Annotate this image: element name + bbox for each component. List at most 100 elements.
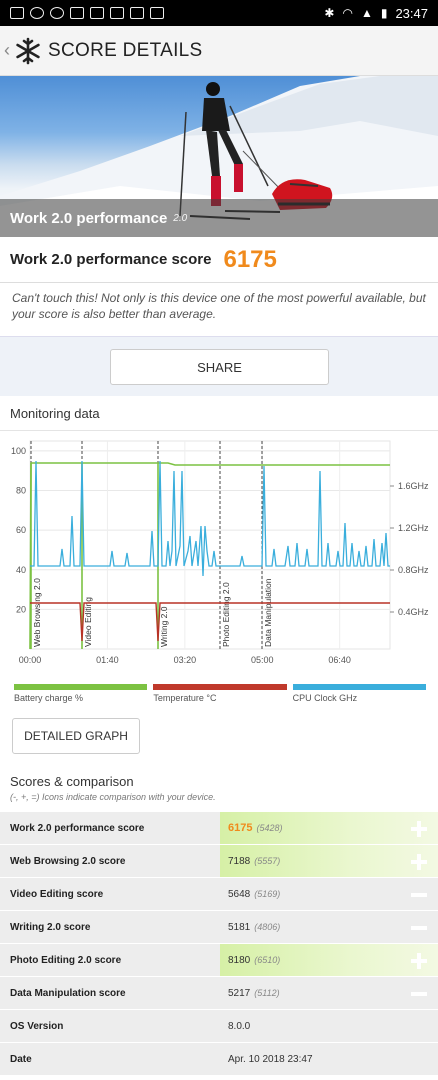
hero-banner: Work 2.0 performance 2.0 [0,76,438,237]
score-row: Date Apr. 10 2018 23:47 [0,1043,438,1076]
score-value: 6175 [223,245,277,273]
phase-marker-label: Data Manipulation [263,578,273,647]
score-row-value-cell: 8180 (6510) [220,944,438,976]
y-right-tick-label: 1.2GHz [398,523,429,533]
snowflake-logo-icon[interactable] [14,37,42,65]
chart-legend: Battery charge % Temperature °C CPU Cloc… [14,684,426,703]
score-row-average: (5112) [254,988,280,998]
legend-temperature-label: Temperature °C [153,693,217,703]
share-band: SHARE [0,336,438,396]
share-button[interactable]: SHARE [110,349,329,385]
hero-version: 2.0 [173,212,188,224]
battery-icon: ▮ [380,6,388,20]
phase-marker-label: Web Browsing 2.0 [32,578,42,647]
status-time: 23:47 [395,5,428,21]
image-notification-icon [10,7,24,19]
score-row-value: 5181 [228,921,251,933]
monitoring-chart-svg: 20 40 60 80 100 0.4GHz 0.8GHz 1.2GHz 1.6GHz 00:00… [11,440,429,665]
plot-area [29,440,391,650]
monitoring-title: Monitoring data [0,397,438,431]
score-row: Web Browsing 2.0 score 7188 (5557) [0,845,438,878]
bluetooth-icon: ✱ [324,6,335,20]
legend-cpu: CPU Clock GHz [292,684,426,703]
phase-marker-label: Writing 2.0 [159,606,169,647]
youtube-notification-icon [130,7,144,19]
legend-battery: Battery charge % [14,684,148,703]
score-row-value: 8.0.0 [228,1020,251,1032]
phase-marker-label: Photo Editing 2.0 [221,582,231,647]
y-left-tick-label: 40 [16,565,26,575]
score-row-value-cell: 5648 (5169) [220,878,438,910]
score-row-value: 6175 [228,822,253,834]
y-right-tick-label: 0.4GHz [398,607,429,617]
score-row: OS Version 8.0.0 [0,1010,438,1043]
hero-caption: Work 2.0 performance 2.0 [0,199,438,237]
score-row-value-cell: 5217 (5112) [220,977,438,1009]
system-icons: ✱ ◠ ▲ ▮ 23:47 [324,6,428,21]
y-left-tick-label: 80 [16,486,26,496]
score-row: Photo Editing 2.0 score 8180 (6510) [0,944,438,977]
score-row-name: Work 2.0 performance score [10,822,145,834]
detailed-graph-button[interactable]: DETAILED GRAPH [12,718,140,754]
scores-note: (-, +, =) Icons indicate comparison with… [10,792,216,802]
score-row-name: Writing 2.0 score [10,921,91,933]
score-row-name: Video Editing score [10,888,104,900]
cpu-series-line [30,460,390,577]
score-row-value: 5648 [228,888,251,900]
score-row: Data Manipulation score 5217 (5112) [0,977,438,1010]
score-row-average: (5169) [254,889,281,899]
score-label: Work 2.0 performance score [10,251,212,268]
monitoring-chart: 20 40 60 80 100 0.4GHz 0.8GHz 1.2GHz 1.6GHz 00:00… [0,431,438,681]
minus-icon [411,893,427,897]
y-right-tick-label: 0.8GHz [398,565,429,575]
blocked-notification-icon [50,7,64,19]
snowflake-notification-icon [30,7,44,19]
score-row-value: Apr. 10 2018 23:47 [228,1053,313,1065]
score-description: Can't touch this! Not only is this devic… [12,291,426,321]
minus-icon [411,992,427,996]
score-row-value: 8180 [228,954,251,966]
score-row: Video Editing score 5648 (5169) [0,878,438,911]
x-tick-label: 05:00 [251,655,274,665]
image-notification-icon [150,7,164,19]
legend-temperature: Temperature °C [153,684,287,703]
status-bar: ✱ ◠ ▲ ▮ 23:47 [0,0,438,26]
app-bar: ‹ SCORE DETAILS [0,26,438,76]
score-row-value-cell: 8.0.0 [220,1010,438,1042]
x-tick-label: 01:40 [96,655,119,665]
scores-table: Work 2.0 performance score 6175 (5428) Web … [0,812,438,1076]
hero-title: Work 2.0 performance [10,209,168,227]
y-left-tick-label: 20 [16,604,26,614]
score-row-average: (5557) [254,856,281,866]
plus-icon [411,821,427,837]
wifi-icon: ◠ [342,6,353,20]
plus-icon [411,854,427,870]
score-row-name: Data Manipulation score [10,987,126,999]
score-row-value-cell: 5181 (4806) [220,911,438,943]
score-row-value-cell: 6175 (5428) [220,812,438,844]
notification-icons [10,7,164,19]
temperature-series-line [30,602,390,642]
y-left-tick-label: 100 [11,446,26,456]
x-tick-label: 03:20 [174,655,197,665]
y-left-tick-label: 60 [16,525,26,535]
minus-icon [411,926,427,930]
x-tick-label: 06:40 [328,655,351,665]
score-row-name: Web Browsing 2.0 score [10,855,126,867]
phase-marker-label: Video Editing [83,597,93,647]
youtube-notification-icon [110,7,124,19]
skier-illustration [0,76,438,237]
score-row-name: Photo Editing 2.0 score [10,954,122,966]
score-row-average: (4806) [254,922,281,932]
score-row-name: OS Version [10,1020,64,1032]
score-row: Work 2.0 performance score 6175 (5428) [0,812,438,845]
score-row-value: 7188 [228,855,251,867]
score-row-average: (6510) [254,955,281,965]
overall-score-row: Work 2.0 performance score 6175 [0,237,438,283]
page-title: SCORE DETAILS [48,39,203,61]
youtube-notification-icon [90,7,104,19]
back-chevron-icon[interactable]: ‹ [4,40,10,60]
score-row-name: Date [10,1053,32,1065]
plus-icon [411,953,427,969]
legend-cpu-swatch [292,684,426,690]
